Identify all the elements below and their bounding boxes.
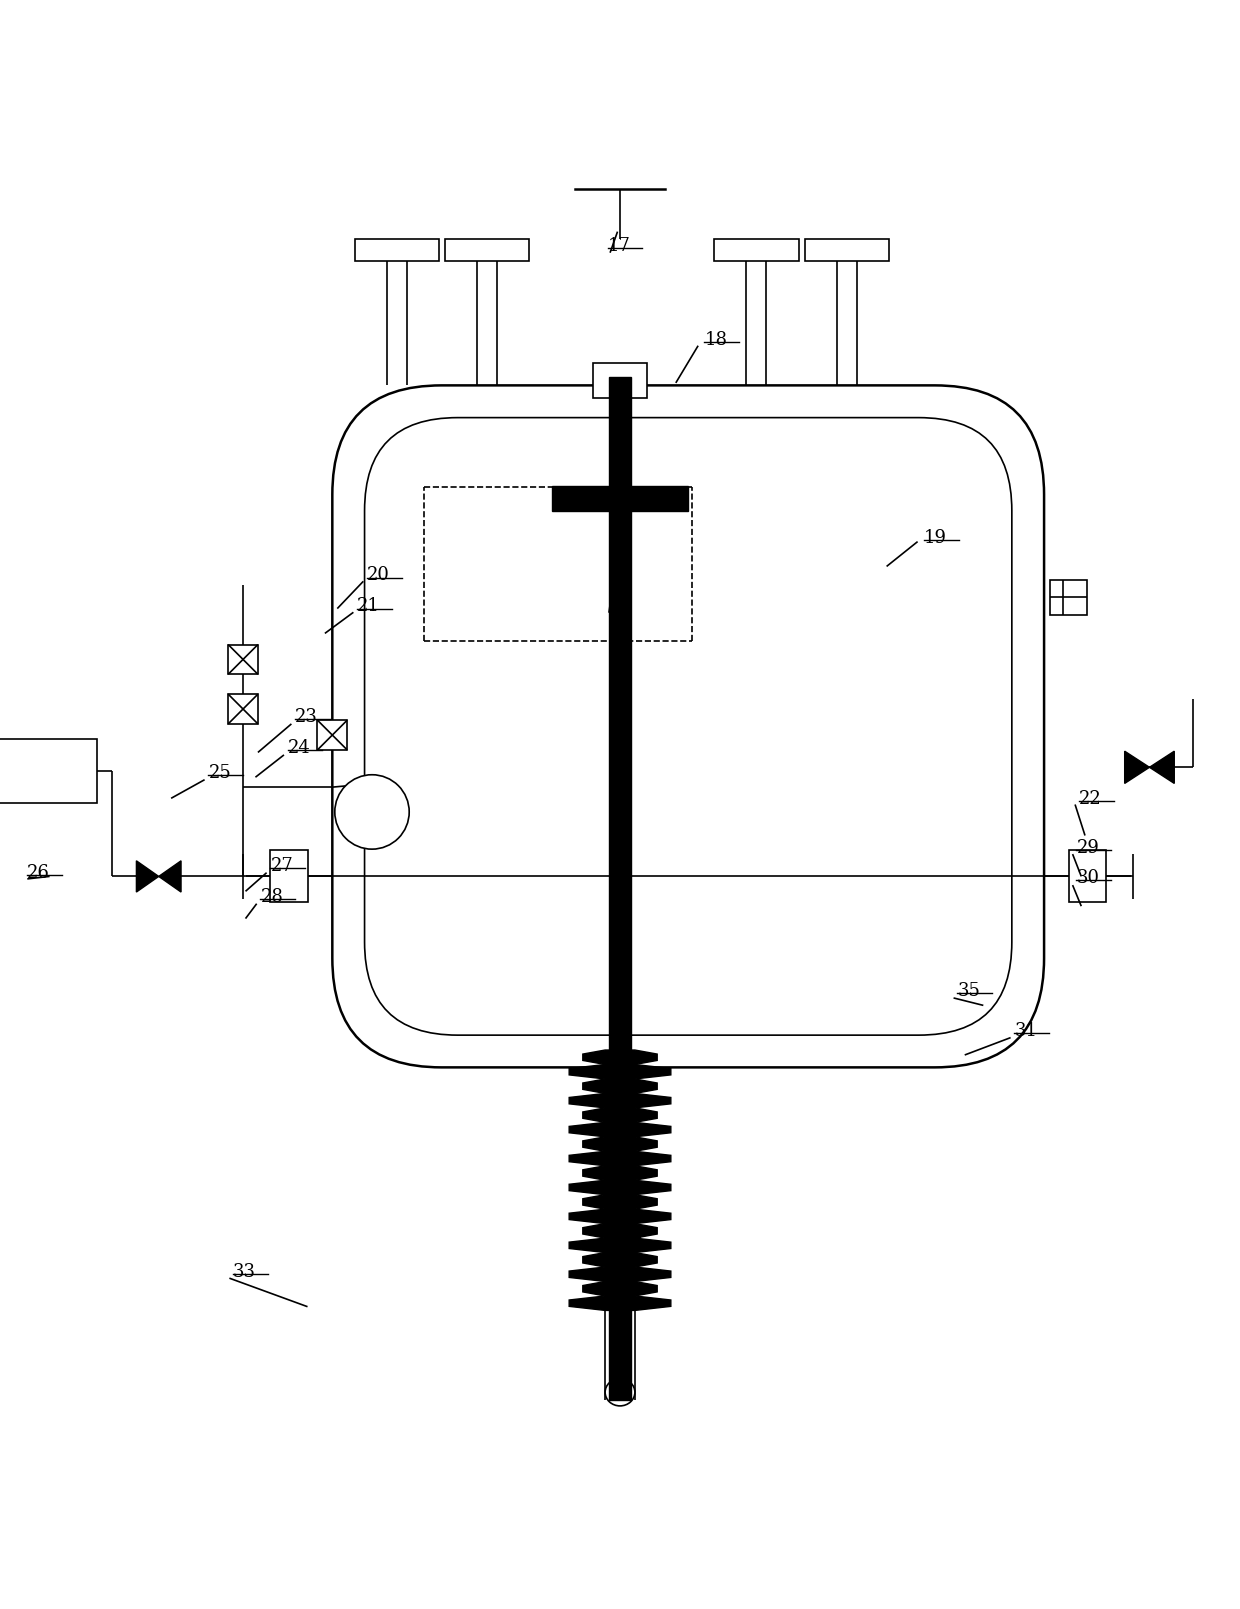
Bar xyxy=(228,693,258,724)
Polygon shape xyxy=(569,1181,671,1195)
Text: 25: 25 xyxy=(208,764,231,782)
Text: 32: 32 xyxy=(605,1226,627,1244)
Text: 24: 24 xyxy=(288,739,310,756)
Polygon shape xyxy=(1125,751,1149,784)
Polygon shape xyxy=(569,1237,671,1252)
Polygon shape xyxy=(569,1094,671,1109)
Text: 35: 35 xyxy=(957,981,980,999)
Polygon shape xyxy=(583,1195,657,1208)
Polygon shape xyxy=(159,861,181,891)
Polygon shape xyxy=(583,1051,657,1065)
Polygon shape xyxy=(583,1080,657,1094)
Text: 17: 17 xyxy=(608,237,630,254)
Polygon shape xyxy=(552,486,688,510)
Text: 22: 22 xyxy=(1079,790,1101,808)
Polygon shape xyxy=(583,1223,657,1237)
Bar xyxy=(228,645,258,674)
Polygon shape xyxy=(583,1109,657,1123)
FancyBboxPatch shape xyxy=(332,386,1044,1067)
Text: 26: 26 xyxy=(27,864,50,882)
Bar xyxy=(805,240,889,261)
Polygon shape xyxy=(583,1138,657,1152)
Polygon shape xyxy=(569,1065,671,1080)
Polygon shape xyxy=(136,861,159,891)
Text: 28: 28 xyxy=(260,888,283,906)
Text: 19: 19 xyxy=(924,529,947,547)
Polygon shape xyxy=(1149,751,1174,784)
Text: 23: 23 xyxy=(295,708,317,726)
Text: 18: 18 xyxy=(704,331,728,349)
Text: 29: 29 xyxy=(1076,840,1099,858)
Polygon shape xyxy=(569,1295,671,1310)
Circle shape xyxy=(335,776,409,850)
Bar xyxy=(714,240,799,261)
Bar xyxy=(445,240,529,261)
Text: 20: 20 xyxy=(367,566,389,584)
Text: 21: 21 xyxy=(357,597,379,615)
Polygon shape xyxy=(569,1152,671,1167)
Bar xyxy=(593,364,647,397)
Polygon shape xyxy=(583,1167,657,1181)
Bar xyxy=(1069,851,1106,903)
Bar xyxy=(270,851,308,903)
Polygon shape xyxy=(569,1208,671,1223)
Text: 33: 33 xyxy=(233,1263,257,1281)
Polygon shape xyxy=(583,1281,657,1295)
Polygon shape xyxy=(609,534,631,613)
Text: 30: 30 xyxy=(1076,869,1100,887)
Polygon shape xyxy=(609,377,631,1400)
Polygon shape xyxy=(569,1123,671,1138)
Polygon shape xyxy=(583,1252,657,1266)
Bar xyxy=(1050,581,1087,615)
Bar xyxy=(317,721,347,750)
Bar xyxy=(355,240,439,261)
Text: 31: 31 xyxy=(1014,1022,1038,1039)
Bar xyxy=(0,739,97,803)
Polygon shape xyxy=(569,1266,671,1281)
Text: 27: 27 xyxy=(270,856,293,875)
Ellipse shape xyxy=(605,1379,635,1406)
